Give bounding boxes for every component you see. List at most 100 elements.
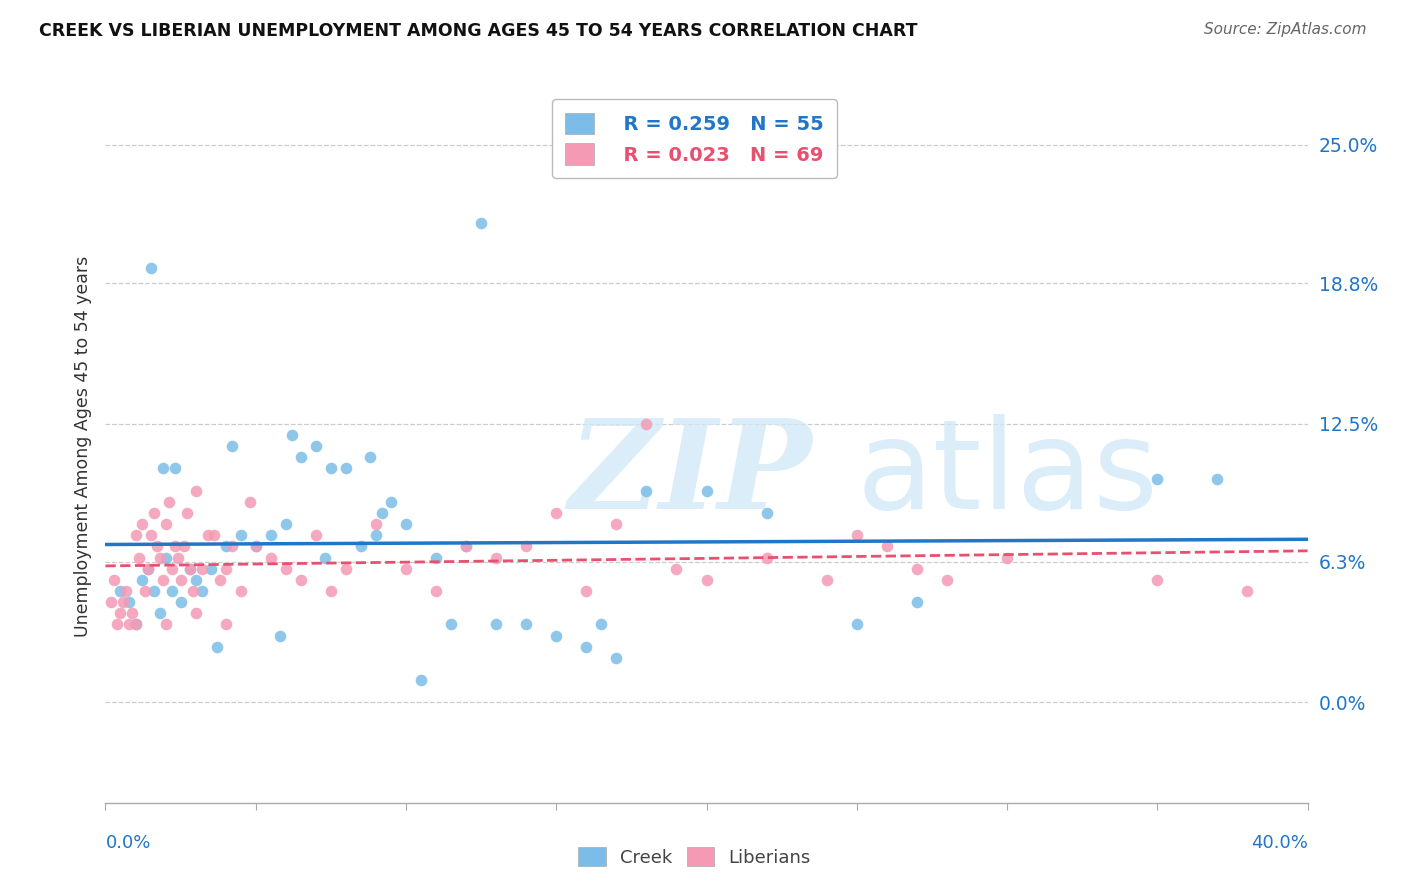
- Point: [115, 583, 138, 598]
- Point: [245, 539, 267, 553]
- Point: [1146, 473, 1168, 487]
- Point: [995, 550, 1018, 565]
- Point: [142, 506, 165, 520]
- Point: [1146, 573, 1168, 587]
- Point: [190, 562, 212, 576]
- Point: [173, 539, 195, 553]
- Point: [100, 595, 122, 609]
- Point: [636, 483, 658, 498]
- Point: [359, 450, 381, 464]
- Point: [118, 617, 141, 632]
- Point: [755, 550, 778, 565]
- Point: [364, 528, 387, 542]
- Point: [110, 583, 132, 598]
- Text: 40.0%: 40.0%: [1251, 834, 1308, 852]
- Point: [876, 539, 898, 553]
- Point: [205, 640, 228, 654]
- Point: [157, 494, 180, 508]
- Point: [131, 516, 153, 531]
- Point: [546, 506, 568, 520]
- Point: [274, 562, 297, 576]
- Point: [515, 617, 537, 632]
- Point: [319, 583, 342, 598]
- Point: [395, 516, 418, 531]
- Point: [121, 607, 143, 621]
- Point: [335, 562, 357, 576]
- Point: [905, 595, 928, 609]
- Point: [163, 461, 186, 475]
- Point: [139, 260, 162, 275]
- Point: [1206, 473, 1229, 487]
- Point: [112, 595, 135, 609]
- Point: [575, 640, 598, 654]
- Point: [184, 483, 207, 498]
- Point: [145, 539, 167, 553]
- Point: [335, 461, 357, 475]
- Point: [128, 550, 150, 565]
- Point: [364, 516, 387, 531]
- Point: [136, 562, 159, 576]
- Point: [229, 583, 252, 598]
- Point: [131, 573, 153, 587]
- Point: [179, 562, 201, 576]
- Point: [118, 595, 141, 609]
- Point: [456, 539, 478, 553]
- Point: [134, 583, 156, 598]
- Point: [103, 573, 125, 587]
- Point: [179, 562, 201, 576]
- Point: [380, 494, 402, 508]
- Point: [575, 583, 598, 598]
- Point: [110, 607, 132, 621]
- Point: [214, 562, 236, 576]
- Point: [605, 651, 627, 665]
- Point: [229, 528, 252, 542]
- Point: [202, 528, 225, 542]
- Point: [274, 516, 297, 531]
- Point: [815, 573, 838, 587]
- Legend: Creek, Liberians: Creek, Liberians: [569, 838, 820, 876]
- Point: [319, 461, 342, 475]
- Point: [350, 539, 373, 553]
- Text: atlas: atlas: [856, 414, 1159, 535]
- Point: [190, 583, 212, 598]
- Point: [485, 617, 508, 632]
- Point: [166, 550, 188, 565]
- Point: [665, 562, 688, 576]
- Point: [409, 673, 432, 687]
- Point: [755, 506, 778, 520]
- Text: Source: ZipAtlas.com: Source: ZipAtlas.com: [1204, 22, 1367, 37]
- Point: [163, 539, 186, 553]
- Point: [290, 450, 312, 464]
- Point: [200, 562, 222, 576]
- Point: [169, 573, 191, 587]
- Point: [470, 216, 492, 230]
- Point: [139, 528, 162, 542]
- Point: [395, 562, 418, 576]
- Text: ZIP: ZIP: [568, 414, 813, 535]
- Point: [184, 573, 207, 587]
- Point: [155, 550, 177, 565]
- Point: [425, 550, 447, 565]
- Point: [208, 573, 231, 587]
- Point: [696, 573, 718, 587]
- Point: [155, 617, 177, 632]
- Point: [845, 617, 868, 632]
- Point: [314, 550, 336, 565]
- Point: [281, 427, 304, 442]
- Point: [1236, 583, 1258, 598]
- Point: [107, 617, 129, 632]
- Point: [197, 528, 219, 542]
- Point: [152, 461, 174, 475]
- Point: [152, 573, 174, 587]
- Point: [160, 562, 183, 576]
- Point: [245, 539, 267, 553]
- Point: [221, 539, 243, 553]
- Point: [905, 562, 928, 576]
- Point: [290, 573, 312, 587]
- Point: [305, 528, 328, 542]
- Point: [160, 583, 183, 598]
- Text: CREEK VS LIBERIAN UNEMPLOYMENT AMONG AGES 45 TO 54 YEARS CORRELATION CHART: CREEK VS LIBERIAN UNEMPLOYMENT AMONG AGE…: [39, 22, 918, 40]
- Point: [260, 528, 283, 542]
- Point: [260, 550, 283, 565]
- Point: [214, 617, 236, 632]
